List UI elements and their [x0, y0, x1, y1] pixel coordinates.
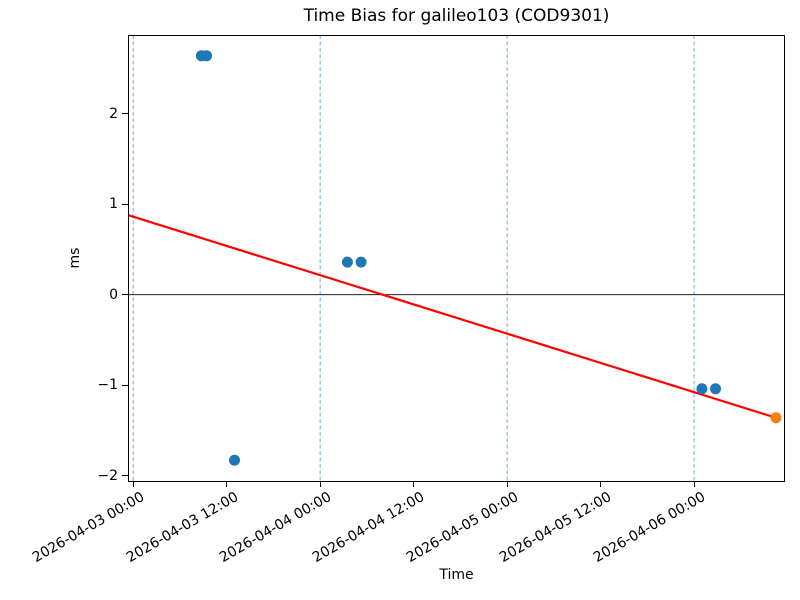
y-tick-label: −2	[97, 467, 118, 484]
bias-samples-point	[341, 256, 353, 268]
plot-area	[128, 35, 785, 482]
x-tick-mark	[600, 482, 602, 487]
x-tick-mark	[693, 482, 695, 487]
x-tick-mark	[226, 482, 228, 487]
chart-title: Time Bias for galileo103 (COD9301)	[303, 6, 610, 26]
x-tick-mark	[132, 482, 134, 487]
y-tick-mark	[122, 113, 128, 115]
trend-line	[128, 214, 777, 419]
plot-spines	[128, 35, 785, 482]
bias-samples-point	[710, 383, 722, 395]
y-tick-mark	[122, 384, 128, 386]
y-tick-mark	[122, 294, 128, 296]
y-tick-label: 2	[109, 105, 118, 122]
x-tick-mark	[413, 482, 415, 487]
bias-samples-point	[201, 50, 213, 62]
plot-canvas	[128, 35, 785, 482]
y-axis-label: ms	[67, 247, 83, 269]
bias-samples-point	[355, 256, 367, 268]
y-tick-mark	[122, 475, 128, 477]
latest-sample-point	[770, 412, 782, 424]
bias-samples-point	[696, 383, 708, 395]
x-tick-mark	[319, 482, 321, 487]
y-tick-mark	[122, 203, 128, 205]
y-tick-label: 1	[109, 196, 118, 213]
y-tick-label: −1	[97, 377, 118, 394]
x-axis-label: Time	[439, 567, 474, 583]
x-tick-mark	[506, 482, 508, 487]
bias-samples-point	[228, 454, 240, 466]
y-tick-label: 0	[109, 286, 118, 303]
